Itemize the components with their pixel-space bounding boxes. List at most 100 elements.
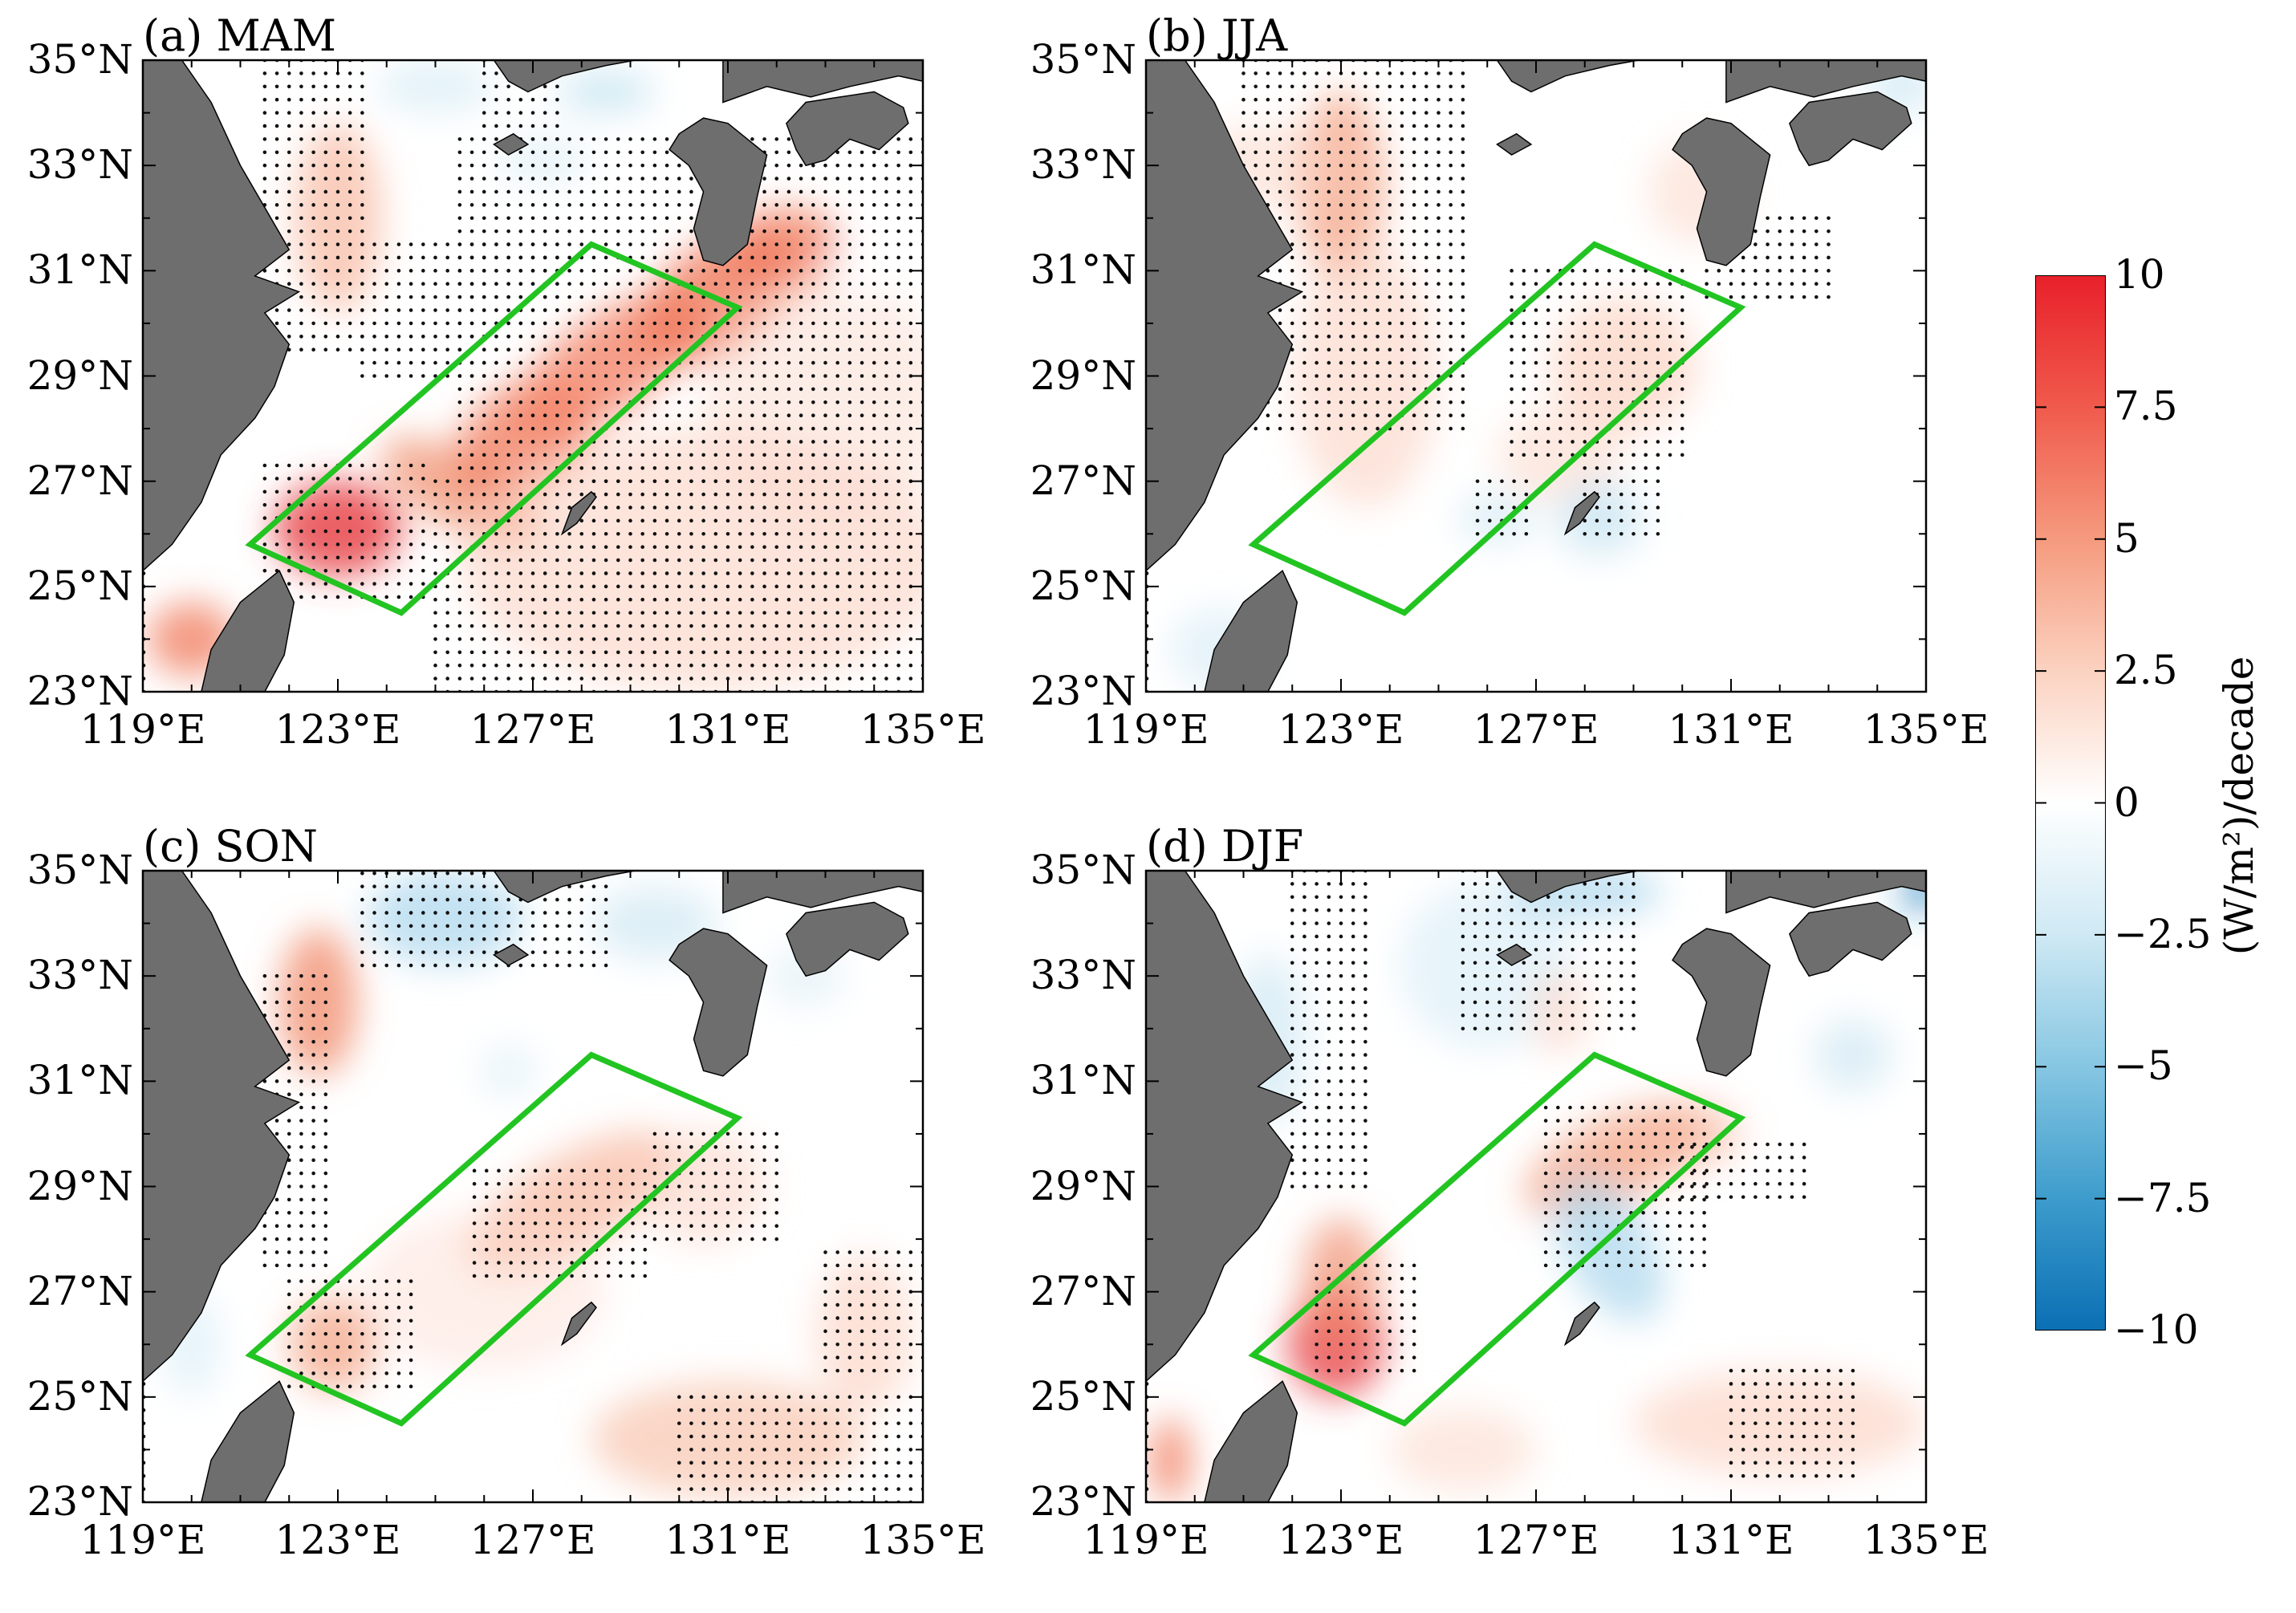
stipple-dot bbox=[1351, 137, 1355, 141]
stipple-dot bbox=[1412, 137, 1416, 141]
stipple-dot bbox=[787, 203, 791, 207]
stipple-dot bbox=[1302, 882, 1306, 886]
stipple-dot bbox=[1376, 322, 1380, 326]
stipple-dot bbox=[555, 637, 559, 641]
stipple-dot bbox=[555, 598, 559, 602]
stipple-dot bbox=[287, 987, 291, 991]
stipple-dot bbox=[421, 347, 425, 351]
stipple-dot bbox=[1449, 427, 1453, 431]
stipple-dot bbox=[604, 506, 608, 510]
stipple-dot bbox=[1412, 190, 1416, 194]
stipple-dot bbox=[409, 1371, 413, 1375]
stipple-dot bbox=[433, 282, 437, 286]
stipple-dot bbox=[762, 1211, 766, 1215]
stipple-dot bbox=[1254, 111, 1258, 115]
stipple-dot bbox=[701, 440, 705, 444]
stipple-dot bbox=[421, 582, 425, 586]
stipple-dot bbox=[287, 530, 291, 534]
stipple-dot bbox=[299, 464, 303, 468]
stipple-dot bbox=[1814, 216, 1819, 220]
stipple-dot bbox=[628, 150, 632, 154]
stipple-dot bbox=[799, 374, 803, 378]
stipple-dot bbox=[823, 545, 827, 549]
stipple-dot bbox=[1534, 427, 1538, 431]
stipple-dot bbox=[811, 664, 815, 668]
stipple-dot bbox=[1339, 269, 1343, 273]
stipple-dot bbox=[360, 84, 364, 88]
stipple-dot bbox=[1449, 111, 1453, 115]
stipple-dot bbox=[299, 71, 303, 75]
stipple-dot bbox=[1571, 935, 1575, 939]
stipple-dot bbox=[336, 322, 340, 326]
stipple-dot bbox=[701, 651, 705, 655]
stipple-dot bbox=[1583, 479, 1587, 483]
stipple-dot bbox=[1617, 1132, 1621, 1136]
stipple-dot bbox=[884, 216, 888, 220]
stipple-dot bbox=[1778, 282, 1782, 286]
stipple-dot bbox=[1266, 413, 1270, 417]
stipple-dot bbox=[595, 1169, 599, 1173]
stipple-dot bbox=[653, 466, 657, 470]
stipple-dot bbox=[1290, 1026, 1294, 1030]
stipple-dot bbox=[263, 555, 267, 559]
stipple-dot bbox=[287, 1306, 291, 1310]
lat-label: 29°N bbox=[13, 356, 133, 396]
stipple-dot bbox=[409, 335, 413, 339]
stipple-dot bbox=[1315, 1119, 1319, 1123]
stipple-dot bbox=[811, 1396, 815, 1400]
stipple-dot bbox=[616, 361, 620, 365]
stipple-dot bbox=[1558, 427, 1562, 431]
map-content-a bbox=[142, 59, 948, 694]
stipple-dot bbox=[1449, 347, 1453, 351]
stipple-dot bbox=[372, 464, 376, 468]
stipple-dot bbox=[397, 582, 401, 586]
stipple-dot bbox=[1619, 532, 1623, 536]
stipple-dot bbox=[445, 256, 449, 260]
stipple-dot bbox=[336, 1332, 340, 1336]
stipple-dot bbox=[372, 335, 376, 339]
stipple-dot bbox=[665, 1172, 669, 1176]
stipple-dot bbox=[1583, 921, 1587, 925]
stipple-dot bbox=[799, 519, 803, 523]
stipple-dot bbox=[872, 1461, 876, 1465]
stipple-dot bbox=[1363, 1053, 1367, 1057]
stipple-dot bbox=[1327, 216, 1331, 220]
stipple-dot bbox=[458, 269, 462, 273]
stipple-dot bbox=[348, 1332, 352, 1336]
stipple-dot bbox=[348, 569, 352, 573]
stipple-dot bbox=[1583, 532, 1587, 536]
stipple-dot bbox=[1339, 987, 1343, 991]
stipple-dot bbox=[1388, 98, 1392, 102]
stipple-dot bbox=[714, 1396, 718, 1400]
stipple-dot bbox=[787, 571, 791, 575]
lat-label: 33°N bbox=[1016, 144, 1136, 185]
stipple-dot bbox=[799, 413, 803, 417]
stipple-dot bbox=[799, 559, 803, 563]
stipple-dot bbox=[677, 598, 681, 602]
stipple-dot bbox=[1605, 1145, 1609, 1149]
stipple-dot bbox=[872, 676, 876, 681]
stipple-dot bbox=[1327, 427, 1331, 431]
stipple-dot bbox=[482, 545, 486, 549]
stipple-dot bbox=[677, 506, 681, 510]
stipple-dot bbox=[1400, 150, 1404, 154]
stipple-dot bbox=[1424, 361, 1428, 365]
stipple-dot bbox=[1546, 308, 1550, 312]
stipple-dot bbox=[421, 374, 425, 378]
lat-label: 31°N bbox=[13, 250, 133, 290]
stipple-dot bbox=[1510, 987, 1514, 991]
stipple-dot bbox=[1437, 71, 1441, 75]
stipple-dot bbox=[872, 651, 876, 655]
stipple-dot bbox=[1802, 242, 1806, 246]
stipple-dot bbox=[311, 1001, 315, 1005]
stipple-dot bbox=[860, 269, 864, 273]
stipple-dot bbox=[1400, 216, 1404, 220]
stipple-dot bbox=[616, 559, 620, 563]
stipple-dot bbox=[579, 427, 583, 431]
stipple-dot bbox=[726, 519, 730, 523]
stipple-dot bbox=[872, 519, 876, 523]
stipple-dot bbox=[1644, 361, 1648, 365]
stipple-dot bbox=[1302, 230, 1306, 234]
stipple-dot bbox=[848, 400, 852, 404]
stipple-dot bbox=[616, 308, 620, 312]
